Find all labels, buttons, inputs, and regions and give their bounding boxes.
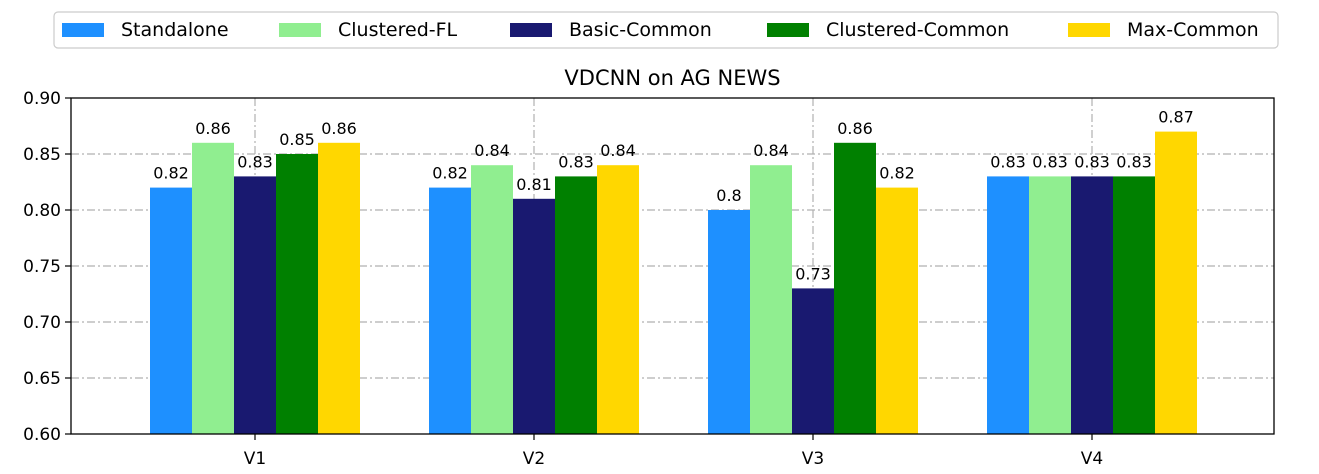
legend-label: Max-Common bbox=[1127, 19, 1259, 41]
data-label: 0.84 bbox=[474, 141, 510, 160]
y-tick-label: 0.80 bbox=[23, 201, 61, 221]
data-label: 0.84 bbox=[600, 141, 636, 160]
chart-title: VDCNN on AG NEWS bbox=[564, 66, 780, 90]
bar-standalone-v3 bbox=[708, 210, 750, 434]
bar-clustered-common-v4 bbox=[1113, 176, 1155, 434]
y-tick-label: 0.90 bbox=[23, 89, 61, 109]
legend-frame bbox=[53, 11, 1279, 49]
bar-clustered-common-v3 bbox=[834, 142, 876, 435]
legend-swatch bbox=[1068, 23, 1110, 37]
data-label: 0.83 bbox=[1032, 152, 1068, 171]
bar-max-common-v1 bbox=[318, 142, 360, 435]
data-label: 0.83 bbox=[237, 152, 273, 171]
bar-clustered-fl-v3 bbox=[750, 165, 792, 434]
x-tick-label: V4 bbox=[1081, 449, 1103, 469]
data-label: 0.83 bbox=[990, 152, 1026, 171]
x-tick-label: V1 bbox=[244, 449, 266, 469]
legend-swatch bbox=[62, 23, 104, 37]
bar-standalone-v4 bbox=[987, 176, 1029, 434]
y-tick-label: 0.75 bbox=[23, 257, 61, 277]
legend: Standalone Clustered-FL Basic-Common Cluste… bbox=[53, 11, 1279, 49]
bar-standalone-v2 bbox=[429, 187, 471, 434]
data-label: 0.81 bbox=[516, 175, 552, 194]
bar-basic-common-v4 bbox=[1071, 176, 1113, 434]
data-labels: 0.82 0.82 0.8 0.83 0.86 0.84 0.84 0.83 0.83 0.81 0… bbox=[153, 108, 1194, 284]
data-label: 0.86 bbox=[195, 119, 231, 138]
legend-label: Standalone bbox=[121, 19, 229, 41]
data-label: 0.83 bbox=[1116, 152, 1152, 171]
data-label: 0.86 bbox=[321, 119, 357, 138]
legend-swatch bbox=[767, 23, 809, 37]
data-label: 0.82 bbox=[432, 164, 468, 183]
bar-clustered-fl-v2 bbox=[471, 165, 513, 434]
data-label: 0.73 bbox=[795, 264, 831, 283]
x-tick-label: V2 bbox=[523, 449, 545, 469]
legend-label: Clustered-FL bbox=[338, 19, 458, 41]
data-label: 0.87 bbox=[1158, 108, 1194, 127]
bar-max-common-v3 bbox=[876, 187, 918, 434]
data-label: 0.83 bbox=[558, 152, 594, 171]
x-tick-label: V3 bbox=[802, 449, 824, 469]
data-label: 0.82 bbox=[879, 164, 915, 183]
y-tick-label: 0.70 bbox=[23, 313, 61, 333]
data-label: 0.82 bbox=[153, 164, 189, 183]
legend-swatch bbox=[279, 23, 321, 37]
y-tick-label: 0.65 bbox=[23, 369, 61, 389]
legend-swatch bbox=[510, 23, 552, 37]
data-label: 0.84 bbox=[753, 141, 789, 160]
bar-clustered-fl-v4 bbox=[1029, 176, 1071, 434]
data-label: 0.86 bbox=[837, 119, 873, 138]
y-axis: 0.60 0.65 0.70 0.75 0.80 0.85 0.90 bbox=[23, 89, 71, 445]
legend-label: Clustered-Common bbox=[826, 19, 1009, 41]
data-label: 0.85 bbox=[279, 130, 315, 149]
bar-clustered-common-v2 bbox=[555, 176, 597, 434]
data-label: 0.83 bbox=[1074, 152, 1110, 171]
y-tick-label: 0.60 bbox=[23, 425, 61, 445]
legend-label: Basic-Common bbox=[569, 19, 712, 41]
bar-standalone-v1 bbox=[150, 187, 192, 434]
bar-basic-common-v1 bbox=[234, 176, 276, 434]
bar-max-common-v2 bbox=[597, 165, 639, 434]
x-axis: V1 V2 V3 V4 bbox=[244, 434, 1103, 469]
bar-clustered-common-v1 bbox=[276, 154, 318, 434]
bar-clustered-fl-v1 bbox=[192, 142, 234, 435]
bar-basic-common-v3 bbox=[792, 288, 834, 434]
bars bbox=[150, 131, 1197, 435]
y-tick-label: 0.85 bbox=[23, 145, 61, 165]
data-label: 0.8 bbox=[716, 186, 741, 205]
bar-basic-common-v2 bbox=[513, 198, 555, 434]
bar-max-common-v4 bbox=[1155, 131, 1197, 434]
